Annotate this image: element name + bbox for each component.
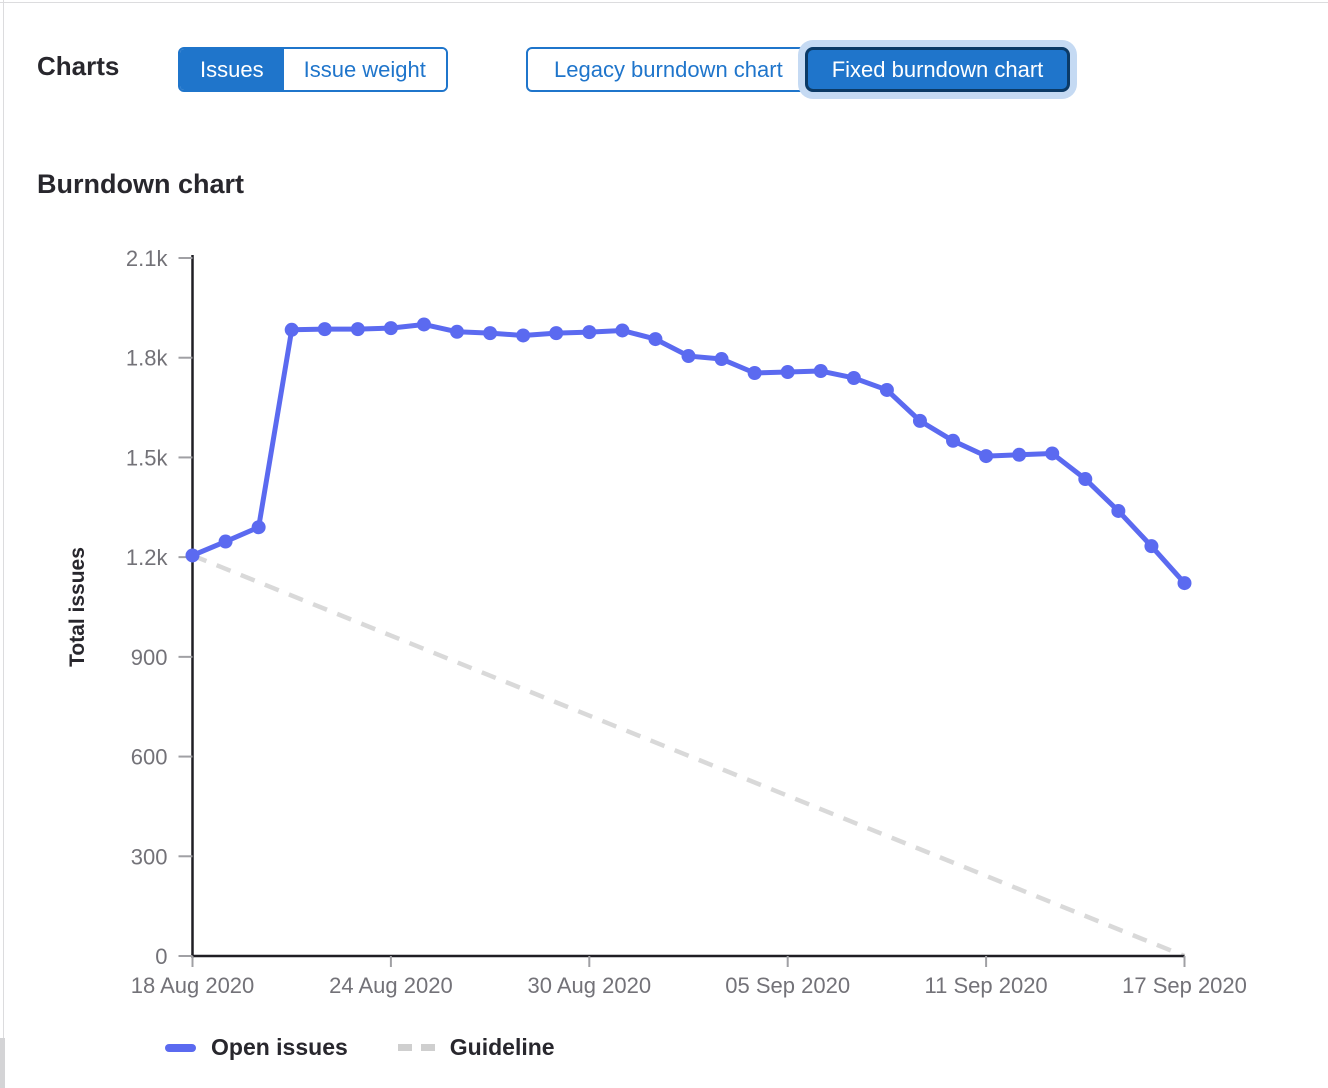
- chart-type-toggle-group: Legacy burndown chart Fixed burndown cha…: [526, 47, 1071, 92]
- open-issues-series-line[interactable]: [190, 321, 1187, 586]
- y-axis-tick-label: 600: [131, 745, 168, 770]
- open-issues-data-point[interactable]: [483, 326, 498, 341]
- page-top-border: [0, 2, 1328, 3]
- guideline-dash-swatch: [397, 1044, 435, 1051]
- chart-legend: Open issues Guideline: [165, 1034, 555, 1061]
- open-issues-data-point[interactable]: [350, 322, 365, 337]
- open-issues-data-point[interactable]: [912, 413, 927, 428]
- open-issues-data-point[interactable]: [813, 364, 828, 379]
- issues-toggle-button[interactable]: Issues: [180, 49, 284, 90]
- open-issues-data-point[interactable]: [615, 323, 630, 338]
- open-issues-data-point[interactable]: [846, 370, 861, 385]
- legacy-burndown-chart-button[interactable]: Legacy burndown chart: [526, 47, 811, 92]
- open-issues-data-point[interactable]: [1144, 539, 1159, 554]
- burndown-chart-title: Burndown chart: [37, 169, 244, 199]
- open-issues-data-point[interactable]: [747, 366, 762, 381]
- x-axis-tick-label: 24 Aug 2020: [329, 973, 453, 998]
- x-axis-tick-label: 18 Aug 2020: [131, 973, 255, 998]
- open-issues-data-point[interactable]: [383, 321, 398, 336]
- open-issues-data-point[interactable]: [549, 326, 564, 341]
- open-issues-data-point[interactable]: [979, 449, 994, 464]
- open-issues-data-point[interactable]: [582, 325, 597, 340]
- open-issues-data-point[interactable]: [284, 322, 299, 337]
- x-axis-tick-label: 11 Sep 2020: [925, 973, 1048, 998]
- x-axis-tick-label: 30 Aug 2020: [528, 973, 652, 998]
- y-axis-tick-label: 300: [131, 844, 168, 869]
- open-issues-data-point[interactable]: [946, 433, 961, 448]
- open-issues-data-point[interactable]: [1045, 446, 1060, 461]
- open-issues-data-point[interactable]: [450, 324, 465, 339]
- issue-weight-toggle-button[interactable]: Issue weight: [283, 49, 446, 90]
- open-issues-data-point[interactable]: [1111, 503, 1126, 518]
- legend-label-open-issues: Open issues: [211, 1034, 348, 1060]
- open-issues-data-point[interactable]: [1177, 576, 1192, 591]
- legend-item-open-issues[interactable]: Open issues: [165, 1034, 348, 1061]
- y-axis-title: Total issues: [66, 547, 89, 667]
- open-issues-data-point[interactable]: [1012, 447, 1027, 462]
- open-issues-line-swatch: [165, 1043, 196, 1052]
- fixed-burndown-chart-button[interactable]: Fixed burndown chart: [804, 47, 1071, 92]
- legend-label-guideline: Guideline: [449, 1034, 555, 1060]
- y-axis-tick-label: 1.8k: [126, 346, 169, 371]
- page-left-border: [3, 0, 4, 1088]
- charts-section-label: Charts: [37, 51, 120, 81]
- metric-toggle-group: Issues Issue weight: [178, 47, 448, 92]
- guideline-series[interactable]: [191, 553, 1186, 959]
- y-axis-tick-label: 2.1k: [126, 246, 169, 271]
- open-issues-data-point[interactable]: [251, 520, 266, 535]
- open-issues-data-point[interactable]: [1078, 472, 1093, 487]
- open-issues-data-point[interactable]: [648, 332, 663, 347]
- y-axis-tick-label: 0: [155, 944, 167, 969]
- open-issues-data-point[interactable]: [714, 352, 729, 367]
- open-issues-data-point[interactable]: [185, 548, 200, 563]
- y-axis-tick-label: 1.2k: [126, 545, 169, 570]
- legend-item-guideline[interactable]: Guideline: [397, 1034, 555, 1061]
- open-issues-data-point[interactable]: [879, 382, 894, 397]
- open-issues-data-point[interactable]: [516, 328, 531, 343]
- y-axis-tick-label: 900: [131, 645, 168, 670]
- open-issues-data-point[interactable]: [317, 322, 332, 337]
- open-issues-data-point[interactable]: [780, 365, 795, 380]
- open-issues-data-point[interactable]: [218, 534, 233, 549]
- open-issues-data-point[interactable]: [681, 349, 696, 364]
- x-axis-tick-label: 05 Sep 2020: [725, 973, 850, 998]
- y-axis-tick-label: 1.5k: [126, 445, 169, 470]
- x-axis-tick-label: 17 Sep 2020: [1122, 973, 1247, 998]
- open-issues-data-point[interactable]: [416, 317, 431, 332]
- scrollbar-thumb[interactable]: [0, 1038, 5, 1088]
